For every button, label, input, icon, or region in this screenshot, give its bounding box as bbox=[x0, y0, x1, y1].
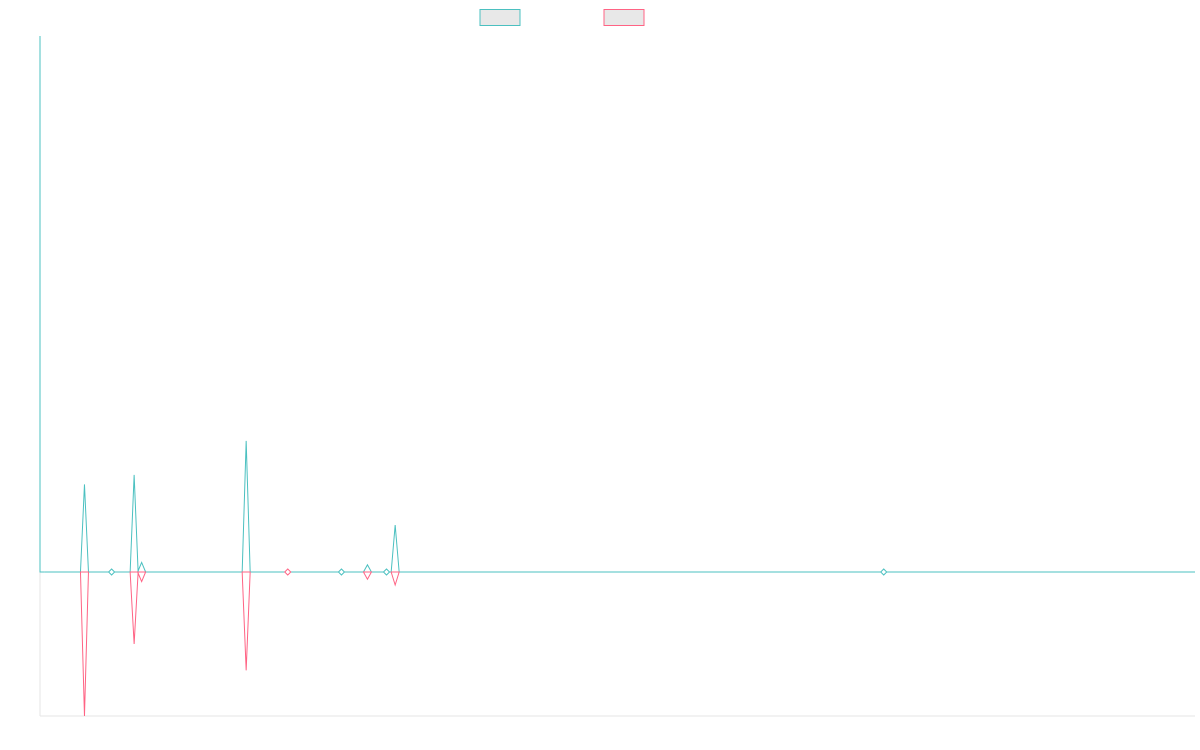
series-1-marker-4 bbox=[880, 568, 888, 576]
series-1-point-4 bbox=[136, 561, 147, 573]
series-1-point-1 bbox=[79, 484, 89, 573]
series-2-point-4 bbox=[241, 571, 251, 671]
series-1-point-5 bbox=[241, 440, 251, 573]
series-2-point-3 bbox=[136, 571, 147, 583]
series-1-point-7 bbox=[362, 563, 373, 573]
plot-area bbox=[39, 36, 1195, 717]
series-1-marker-2 bbox=[337, 568, 346, 576]
legend-swatch-2[interactable] bbox=[603, 9, 645, 26]
series-1-marker-1 bbox=[107, 568, 116, 576]
series-1-initial-spike bbox=[39, 36, 45, 573]
series-2-point-6 bbox=[390, 571, 400, 587]
series-2-point-1 bbox=[79, 571, 89, 717]
series-2-point-5 bbox=[362, 571, 373, 581]
chart-axes bbox=[39, 36, 1195, 717]
series-2-point-2 bbox=[129, 571, 139, 645]
series-1-marker-3 bbox=[382, 568, 391, 576]
series-1-point-8 bbox=[390, 525, 400, 573]
chart-legend bbox=[479, 9, 645, 26]
series-2-marker-1 bbox=[284, 568, 292, 576]
series-1-point-3 bbox=[129, 474, 139, 573]
legend-swatch-1[interactable] bbox=[479, 9, 521, 26]
